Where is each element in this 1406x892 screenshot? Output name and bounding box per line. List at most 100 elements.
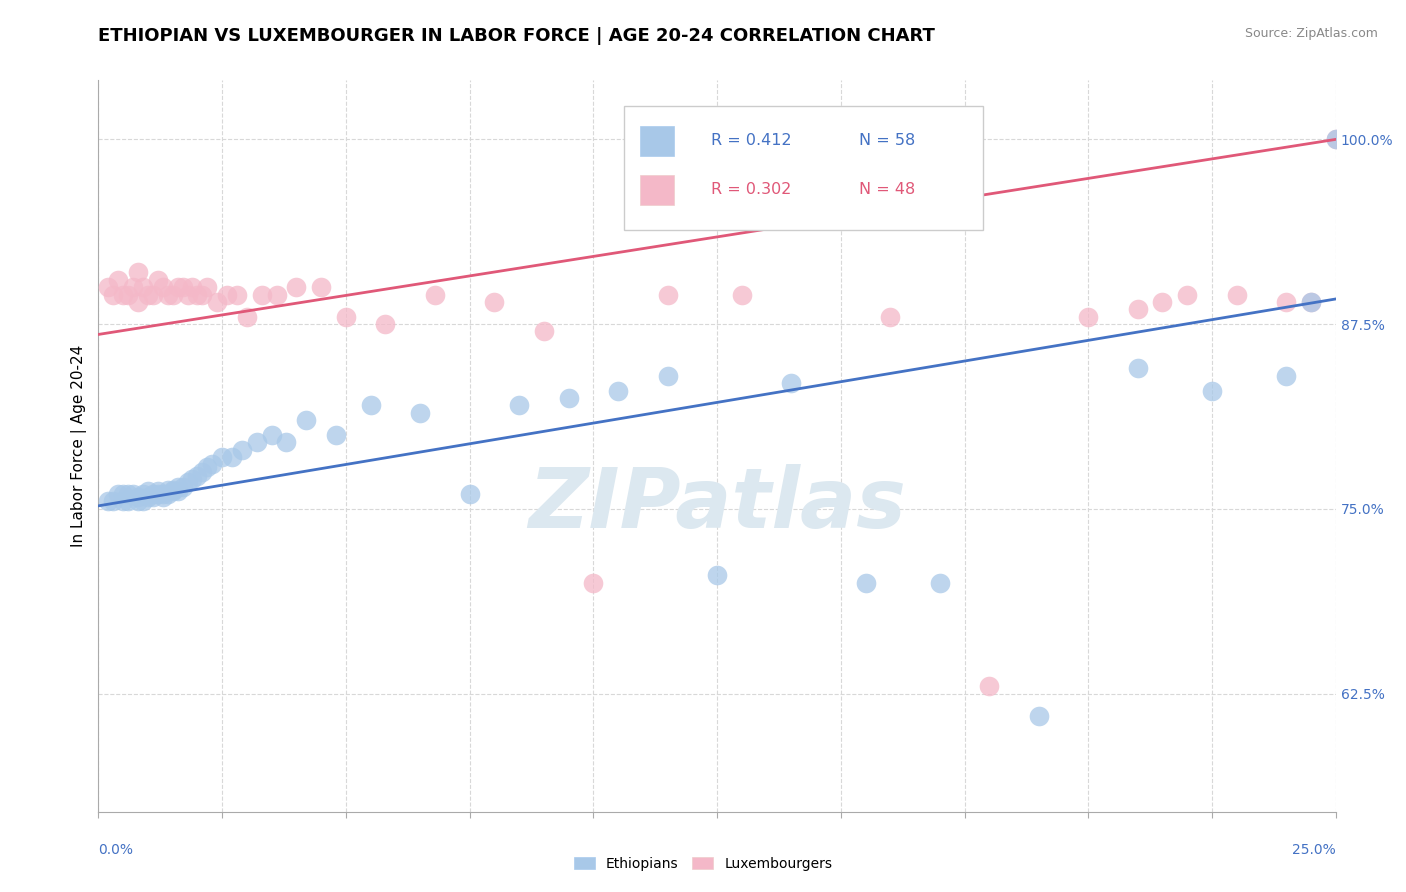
Point	[557, 391, 579, 405]
Point	[191, 287, 214, 301]
Point	[266, 287, 288, 301]
Point	[1201, 384, 1223, 398]
Point	[136, 287, 159, 301]
Point	[142, 287, 165, 301]
Point	[533, 325, 555, 339]
Point	[127, 294, 149, 309]
Point	[374, 317, 396, 331]
Point	[1152, 294, 1174, 309]
Text: R = 0.302: R = 0.302	[711, 183, 792, 197]
Point	[181, 472, 204, 486]
Point	[176, 475, 198, 490]
Point	[172, 480, 194, 494]
Point	[142, 490, 165, 504]
Point	[176, 287, 198, 301]
FancyBboxPatch shape	[640, 126, 673, 156]
Y-axis label: In Labor Force | Age 20-24: In Labor Force | Age 20-24	[72, 345, 87, 547]
Point	[979, 679, 1001, 693]
Legend: Ethiopians, Luxembourgers: Ethiopians, Luxembourgers	[568, 851, 838, 876]
Point	[112, 287, 135, 301]
Point	[205, 294, 228, 309]
Point	[156, 483, 179, 497]
Point	[250, 287, 273, 301]
Point	[325, 428, 347, 442]
FancyBboxPatch shape	[640, 175, 673, 205]
Point	[162, 483, 184, 497]
Point	[285, 280, 308, 294]
Point	[335, 310, 357, 324]
Point	[1324, 132, 1347, 146]
Point	[172, 280, 194, 294]
Text: R = 0.412: R = 0.412	[711, 134, 792, 148]
Point	[117, 287, 139, 301]
Point	[508, 398, 530, 412]
Point	[211, 450, 233, 464]
Text: ETHIOPIAN VS LUXEMBOURGER IN LABOR FORCE | AGE 20-24 CORRELATION CHART: ETHIOPIAN VS LUXEMBOURGER IN LABOR FORCE…	[98, 27, 935, 45]
Point	[132, 494, 155, 508]
Text: N = 58: N = 58	[859, 134, 915, 148]
Point	[1126, 302, 1149, 317]
Point	[127, 494, 149, 508]
Point	[231, 442, 253, 457]
Point	[112, 494, 135, 508]
Point	[423, 287, 446, 301]
Point	[1299, 294, 1322, 309]
Text: Source: ZipAtlas.com: Source: ZipAtlas.com	[1244, 27, 1378, 40]
Point	[136, 490, 159, 504]
Point	[166, 484, 188, 499]
Point	[191, 465, 214, 479]
Point	[166, 480, 188, 494]
Point	[103, 494, 125, 508]
Point	[186, 287, 208, 301]
Text: N = 48: N = 48	[859, 183, 915, 197]
Point	[127, 490, 149, 504]
Point	[1175, 287, 1198, 301]
Point	[260, 428, 283, 442]
Point	[122, 487, 145, 501]
Text: 0.0%: 0.0%	[98, 843, 134, 857]
Point	[360, 398, 382, 412]
Point	[156, 287, 179, 301]
Point	[1324, 132, 1347, 146]
Point	[146, 487, 169, 501]
Point	[107, 487, 129, 501]
Point	[657, 287, 679, 301]
Point	[107, 273, 129, 287]
Point	[97, 494, 120, 508]
Point	[706, 568, 728, 582]
Point	[201, 458, 224, 472]
Point	[409, 406, 432, 420]
Point	[276, 435, 298, 450]
Point	[162, 287, 184, 301]
Point	[1275, 368, 1298, 383]
Point	[217, 287, 239, 301]
FancyBboxPatch shape	[624, 106, 983, 230]
Point	[195, 460, 218, 475]
Point	[855, 575, 877, 590]
Point	[1226, 287, 1249, 301]
Point	[132, 280, 155, 294]
Point	[132, 487, 155, 501]
Point	[186, 469, 208, 483]
Point	[1299, 294, 1322, 309]
Point	[152, 490, 174, 504]
Point	[152, 487, 174, 501]
Point	[879, 310, 901, 324]
Point	[156, 487, 179, 501]
Point	[97, 280, 120, 294]
Point	[295, 413, 318, 427]
Point	[117, 487, 139, 501]
Point	[1077, 310, 1099, 324]
Point	[166, 280, 188, 294]
Point	[236, 310, 259, 324]
Point	[146, 273, 169, 287]
Point	[127, 265, 149, 279]
Point	[309, 280, 332, 294]
Point	[607, 384, 630, 398]
Point	[117, 494, 139, 508]
Text: 25.0%: 25.0%	[1292, 843, 1336, 857]
Point	[731, 287, 754, 301]
Point	[1126, 361, 1149, 376]
Point	[928, 575, 950, 590]
Point	[246, 435, 269, 450]
